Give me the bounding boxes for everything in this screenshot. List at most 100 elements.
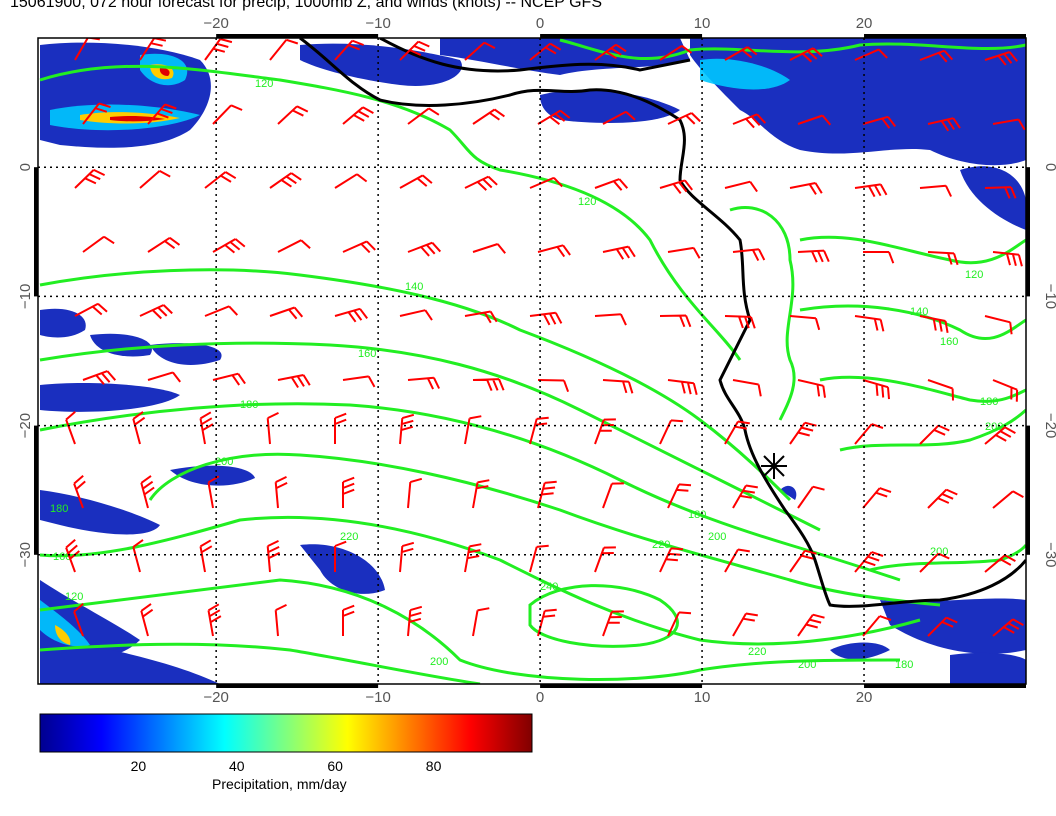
wind-barb (65, 538, 80, 573)
svg-text:180: 180 (688, 509, 706, 521)
wind-barb (594, 546, 616, 573)
wind-barb (342, 240, 376, 254)
wind-barb (667, 112, 701, 125)
wind-barb (274, 475, 288, 509)
wind-barb (797, 249, 830, 263)
wind-barb (407, 605, 423, 637)
axis-tick-label: −10 (1042, 284, 1056, 309)
wind-barb (529, 544, 549, 573)
wind-barb (927, 117, 961, 132)
wind-barb (667, 611, 692, 637)
svg-text:220: 220 (748, 646, 766, 658)
wind-barb (82, 370, 117, 385)
wind-barb (927, 251, 959, 266)
wind-barb (274, 603, 287, 637)
wind-barb (464, 175, 498, 191)
wind-barb (984, 315, 1013, 335)
wind-barb (732, 379, 762, 397)
wind-barb (407, 376, 441, 390)
wind-barb (797, 485, 825, 509)
svg-text:180: 180 (50, 503, 68, 515)
station-marker-icon (761, 453, 787, 479)
colorbar-label: Precipitation, mm/day (212, 776, 347, 792)
wind-barb (594, 418, 616, 445)
wind-barb (659, 419, 684, 445)
wind-barb (277, 239, 311, 253)
axis-tick-label: 0 (1042, 163, 1056, 171)
wind-barb (919, 184, 953, 197)
coastline (299, 38, 1026, 608)
svg-text:180: 180 (240, 399, 258, 411)
scale-bar-segment (216, 34, 379, 38)
wind-barb (602, 610, 624, 637)
wind-barb (594, 43, 627, 61)
wind-barb (464, 415, 482, 445)
wind-barb (472, 607, 490, 637)
wind-barb (399, 40, 430, 61)
wind-barb (199, 411, 214, 445)
axis-tick-label: 10 (694, 15, 711, 32)
wind-barb (789, 315, 821, 331)
wind-barb (399, 174, 433, 189)
precipitation-areas (40, 38, 1026, 684)
wind-barb (919, 552, 950, 573)
wind-barb (472, 378, 505, 391)
wind-barb (992, 618, 1024, 637)
wind-barb (147, 371, 181, 383)
wind-barb (266, 539, 281, 573)
wind-barb (984, 426, 1016, 445)
wind-barb (342, 106, 374, 125)
axis-tick-label: 0 (536, 15, 544, 32)
wind-barb (529, 311, 563, 326)
coastline-north (379, 38, 691, 73)
svg-text:200: 200 (708, 531, 726, 543)
wind-barb (667, 379, 698, 396)
wind-barb (266, 411, 279, 445)
colorbar-tick-label: 80 (425, 758, 442, 774)
wind-barb (529, 176, 563, 189)
scale-bar-segment (864, 684, 1026, 688)
wind-barb (789, 182, 823, 195)
wind-barb (927, 379, 954, 401)
wind-barb (789, 421, 817, 445)
wind-barb (204, 305, 239, 317)
wind-barb (724, 46, 758, 61)
wind-barb (797, 379, 826, 398)
axis-tick-label: −20 (203, 15, 228, 32)
wind-barb (602, 379, 634, 394)
wind-barb (659, 314, 692, 328)
wind-barb (919, 315, 949, 333)
wind-barb (732, 484, 758, 509)
wind-barb (269, 38, 299, 61)
wind-barb (73, 474, 86, 509)
wind-barb (139, 170, 171, 189)
wind-barb (334, 39, 364, 61)
wind-barb (212, 104, 243, 125)
wind-barb (984, 51, 1018, 66)
map-frame (37, 37, 1027, 685)
scale-bar-segment (864, 34, 1026, 38)
wind-barb (73, 602, 84, 637)
wind-barb (537, 244, 571, 258)
wind-barb (399, 413, 415, 445)
wind-barb (407, 107, 440, 125)
wind-barb (199, 539, 213, 573)
scale-bar-segment (216, 684, 379, 688)
wind-barb (984, 554, 1016, 573)
svg-text:160: 160 (940, 336, 958, 348)
axis-tick-label: −20 (203, 689, 228, 706)
wind-barb (992, 379, 1019, 402)
wind-barb (854, 551, 884, 573)
wind-barb (334, 540, 347, 572)
wind-barb (207, 475, 220, 509)
wind-barb (789, 549, 817, 573)
wind-barb (407, 477, 423, 509)
wind-barb (342, 375, 376, 388)
wind-barb (732, 248, 766, 262)
axis-tick-label: 20 (856, 15, 873, 32)
svg-text:120: 120 (965, 269, 983, 281)
wind-barb (65, 410, 76, 445)
wind-barb (277, 105, 309, 125)
axis-tick-label: −10 (365, 689, 390, 706)
